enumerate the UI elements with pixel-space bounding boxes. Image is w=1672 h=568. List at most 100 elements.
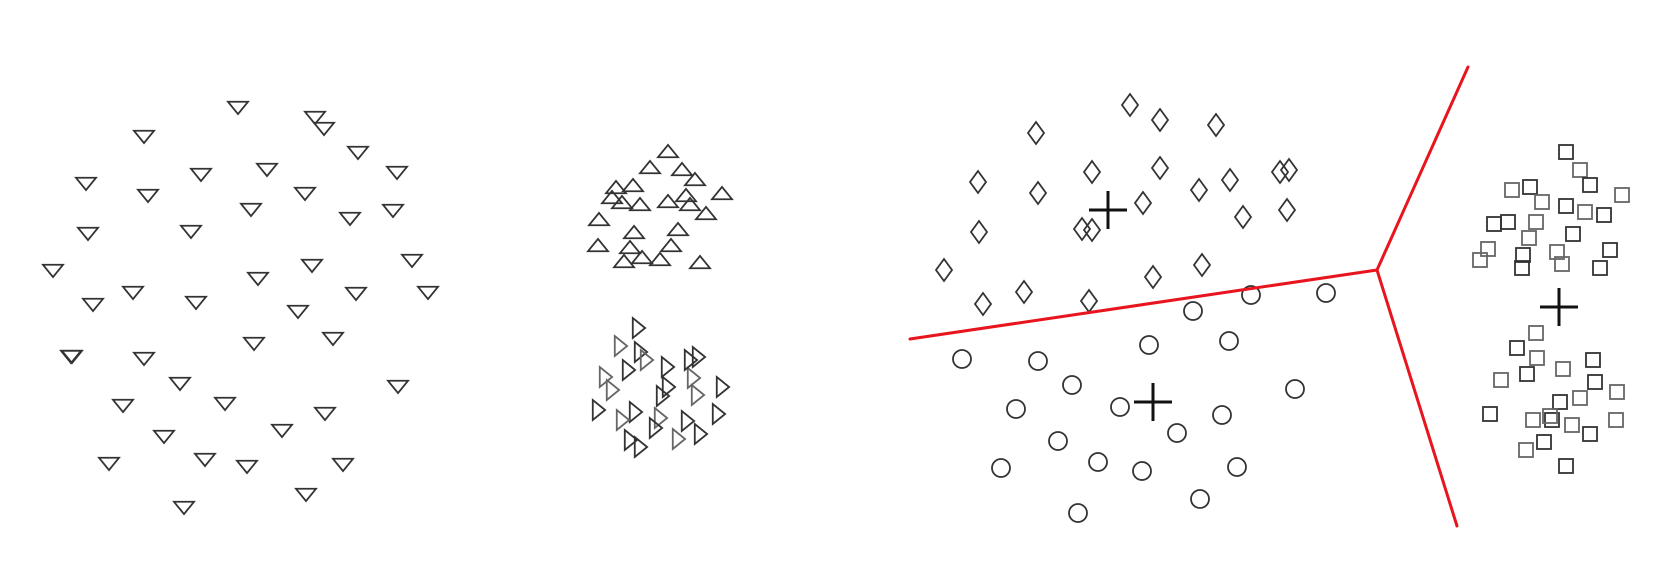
triangle-right-marker [715,375,731,399]
square-marker [1514,260,1530,276]
triangle-up-marker [656,143,680,159]
diamond-marker [1120,92,1140,118]
diamond-cluster [934,92,1299,317]
diamond-marker [1072,216,1092,242]
square-marker [1572,390,1588,406]
triangle-down-marker [338,211,362,227]
triangle-up-marker [610,194,634,210]
square-marker [1572,162,1588,178]
square-marker [1519,366,1535,382]
triangle-up-marker [604,179,628,195]
triangle-up-marker [600,189,624,205]
circle-marker [1048,431,1068,451]
triangle-up-marker [586,237,610,253]
circle-marker [1139,335,1159,355]
boundary-line-2 [1375,65,1470,272]
triangle-right-marker [660,355,676,379]
triangle-right-marker [605,378,621,402]
triangle-down-marker [168,376,192,392]
square-marker [1528,214,1544,230]
triangle-up-marker [622,224,646,240]
boundary-line-1 [908,268,1379,341]
panel-after-clustering [908,65,1630,528]
square-marker [1609,384,1625,400]
triangle-down-marker [41,263,65,279]
circle-marker [1110,397,1130,417]
triangle-up-marker [659,237,683,253]
triangle-up-marker [683,171,707,187]
diamond-marker [1014,279,1034,305]
triangle-down-marker [303,110,327,126]
square-cluster [1472,144,1630,474]
triangle-down-marker [60,349,84,365]
square-marker [1515,247,1531,263]
triangle-down-marker [235,459,259,475]
triangle-down-marker [97,456,121,472]
triangle-down-marker [416,285,440,301]
triangle-right-marker [680,409,696,433]
square-marker [1592,260,1608,276]
triangle-down-marker [226,100,250,116]
triangle-down-marker [76,226,100,242]
circle-marker [1190,489,1210,509]
circle-marker [1285,379,1305,399]
square-marker [1472,252,1488,268]
triangle-up-marker [688,254,712,270]
diamond-marker [1143,264,1163,290]
triangle-down-marker [313,406,337,422]
triangle-up-marker [618,239,642,255]
lower-compact-group [591,316,731,459]
triangle-up-marker [710,185,734,201]
triangle-down-marker [270,423,294,439]
square-marker [1552,394,1568,410]
square-marker [1582,177,1598,193]
square-marker [1558,458,1574,474]
triangle-down-marker [346,145,370,161]
triangle-down-marker [81,297,105,313]
square-marker [1482,406,1498,422]
triangle-down-marker [189,167,213,183]
square-marker [1587,374,1603,390]
triangle-right-marker [686,366,702,390]
triangle-up-marker [587,211,611,227]
circle-cluster-center [1134,383,1172,421]
triangle-down-marker [400,253,424,269]
circle-marker [952,349,972,369]
circle-marker [1088,452,1108,472]
diamond-marker [1233,204,1253,230]
square-marker [1596,207,1612,223]
square-marker [1528,325,1544,341]
triangle-right-marker [683,348,699,372]
circle-marker [1068,503,1088,523]
triangle-right-marker [615,408,631,432]
circle-marker [1219,331,1239,351]
triangle-up-marker [674,187,698,203]
triangle-down-marker [242,336,266,352]
boundary-line-3 [1375,268,1459,528]
triangle-up-marker [638,159,662,175]
square-marker [1554,256,1570,272]
triangle-right-marker [591,398,607,422]
circle-marker [1132,461,1152,481]
square-marker [1525,412,1541,428]
square-marker [1500,214,1516,230]
circle-marker [1062,375,1082,395]
triangle-down-marker [132,129,156,145]
triangle-right-marker [613,334,629,358]
triangle-down-marker [179,224,203,240]
diamond-marker [1277,197,1297,223]
triangle-down-marker [136,188,160,204]
diamond-marker [1079,288,1099,314]
diamond-marker [1028,180,1048,206]
upper-compact-group [586,143,734,270]
square-marker [1555,361,1571,377]
square-marker [1549,244,1565,260]
triangle-up-marker [678,196,702,212]
triangle-down-marker [74,176,98,192]
square-marker [1536,434,1552,450]
triangle-down-marker [386,379,410,395]
diamond-cluster-center [1089,191,1127,229]
large-scattered-group [41,100,440,516]
diamond-marker [1082,159,1102,185]
